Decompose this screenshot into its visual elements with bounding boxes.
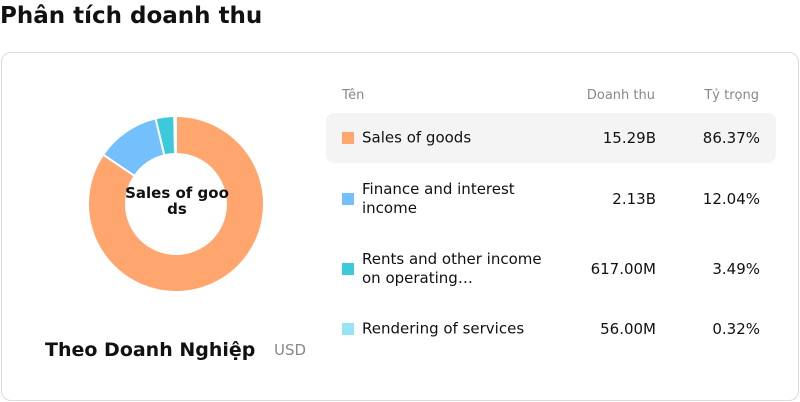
center-label: Sales of goods	[125, 184, 229, 218]
table-row: Rendering of services 56.00M 0.32%	[326, 304, 776, 354]
revenue-value: 15.29B	[602, 129, 656, 147]
column-header: Tên	[342, 88, 365, 103]
unit-label: USD	[274, 341, 307, 359]
column-header: Doanh thu	[586, 88, 655, 103]
donut-segment	[173, 114, 177, 156]
share-value: 86.37%	[702, 129, 760, 147]
share-value: 3.49%	[712, 260, 760, 278]
legend-swatch	[342, 323, 354, 335]
legend-swatch	[342, 263, 354, 275]
donut-segment	[87, 114, 265, 293]
revenue-value: 56.00M	[600, 320, 656, 338]
category-name: Sales of goods	[362, 128, 472, 147]
revenue-value: 617.00M	[590, 260, 656, 278]
category-name: Rendering of services	[362, 319, 525, 338]
revenue-card: Sales of goods Theo Doanh Nghiệp USD Tên…	[1, 52, 799, 401]
column-header: Tỷ trọng	[704, 88, 759, 103]
share-value: 0.32%	[712, 320, 760, 338]
table-row: Sales of goods 15.29B 86.37%	[326, 113, 776, 163]
legend-swatch	[342, 193, 354, 205]
table-row: Rents and other income on operating… 617.…	[326, 244, 776, 294]
page-title: Phân tích doanh thu	[0, 3, 263, 29]
donut-chart	[87, 114, 265, 293]
category-name: Rents and other income on operating…	[362, 250, 542, 287]
category-name: Finance and interest income	[362, 180, 515, 217]
share-value: 12.04%	[702, 190, 760, 208]
table-row: Finance and interest income 2.13B 12.04%	[326, 174, 776, 224]
revenue-value: 2.13B	[612, 190, 656, 208]
chart-subtitle: Theo Doanh Nghiệp	[45, 339, 256, 361]
legend-swatch	[342, 132, 354, 144]
